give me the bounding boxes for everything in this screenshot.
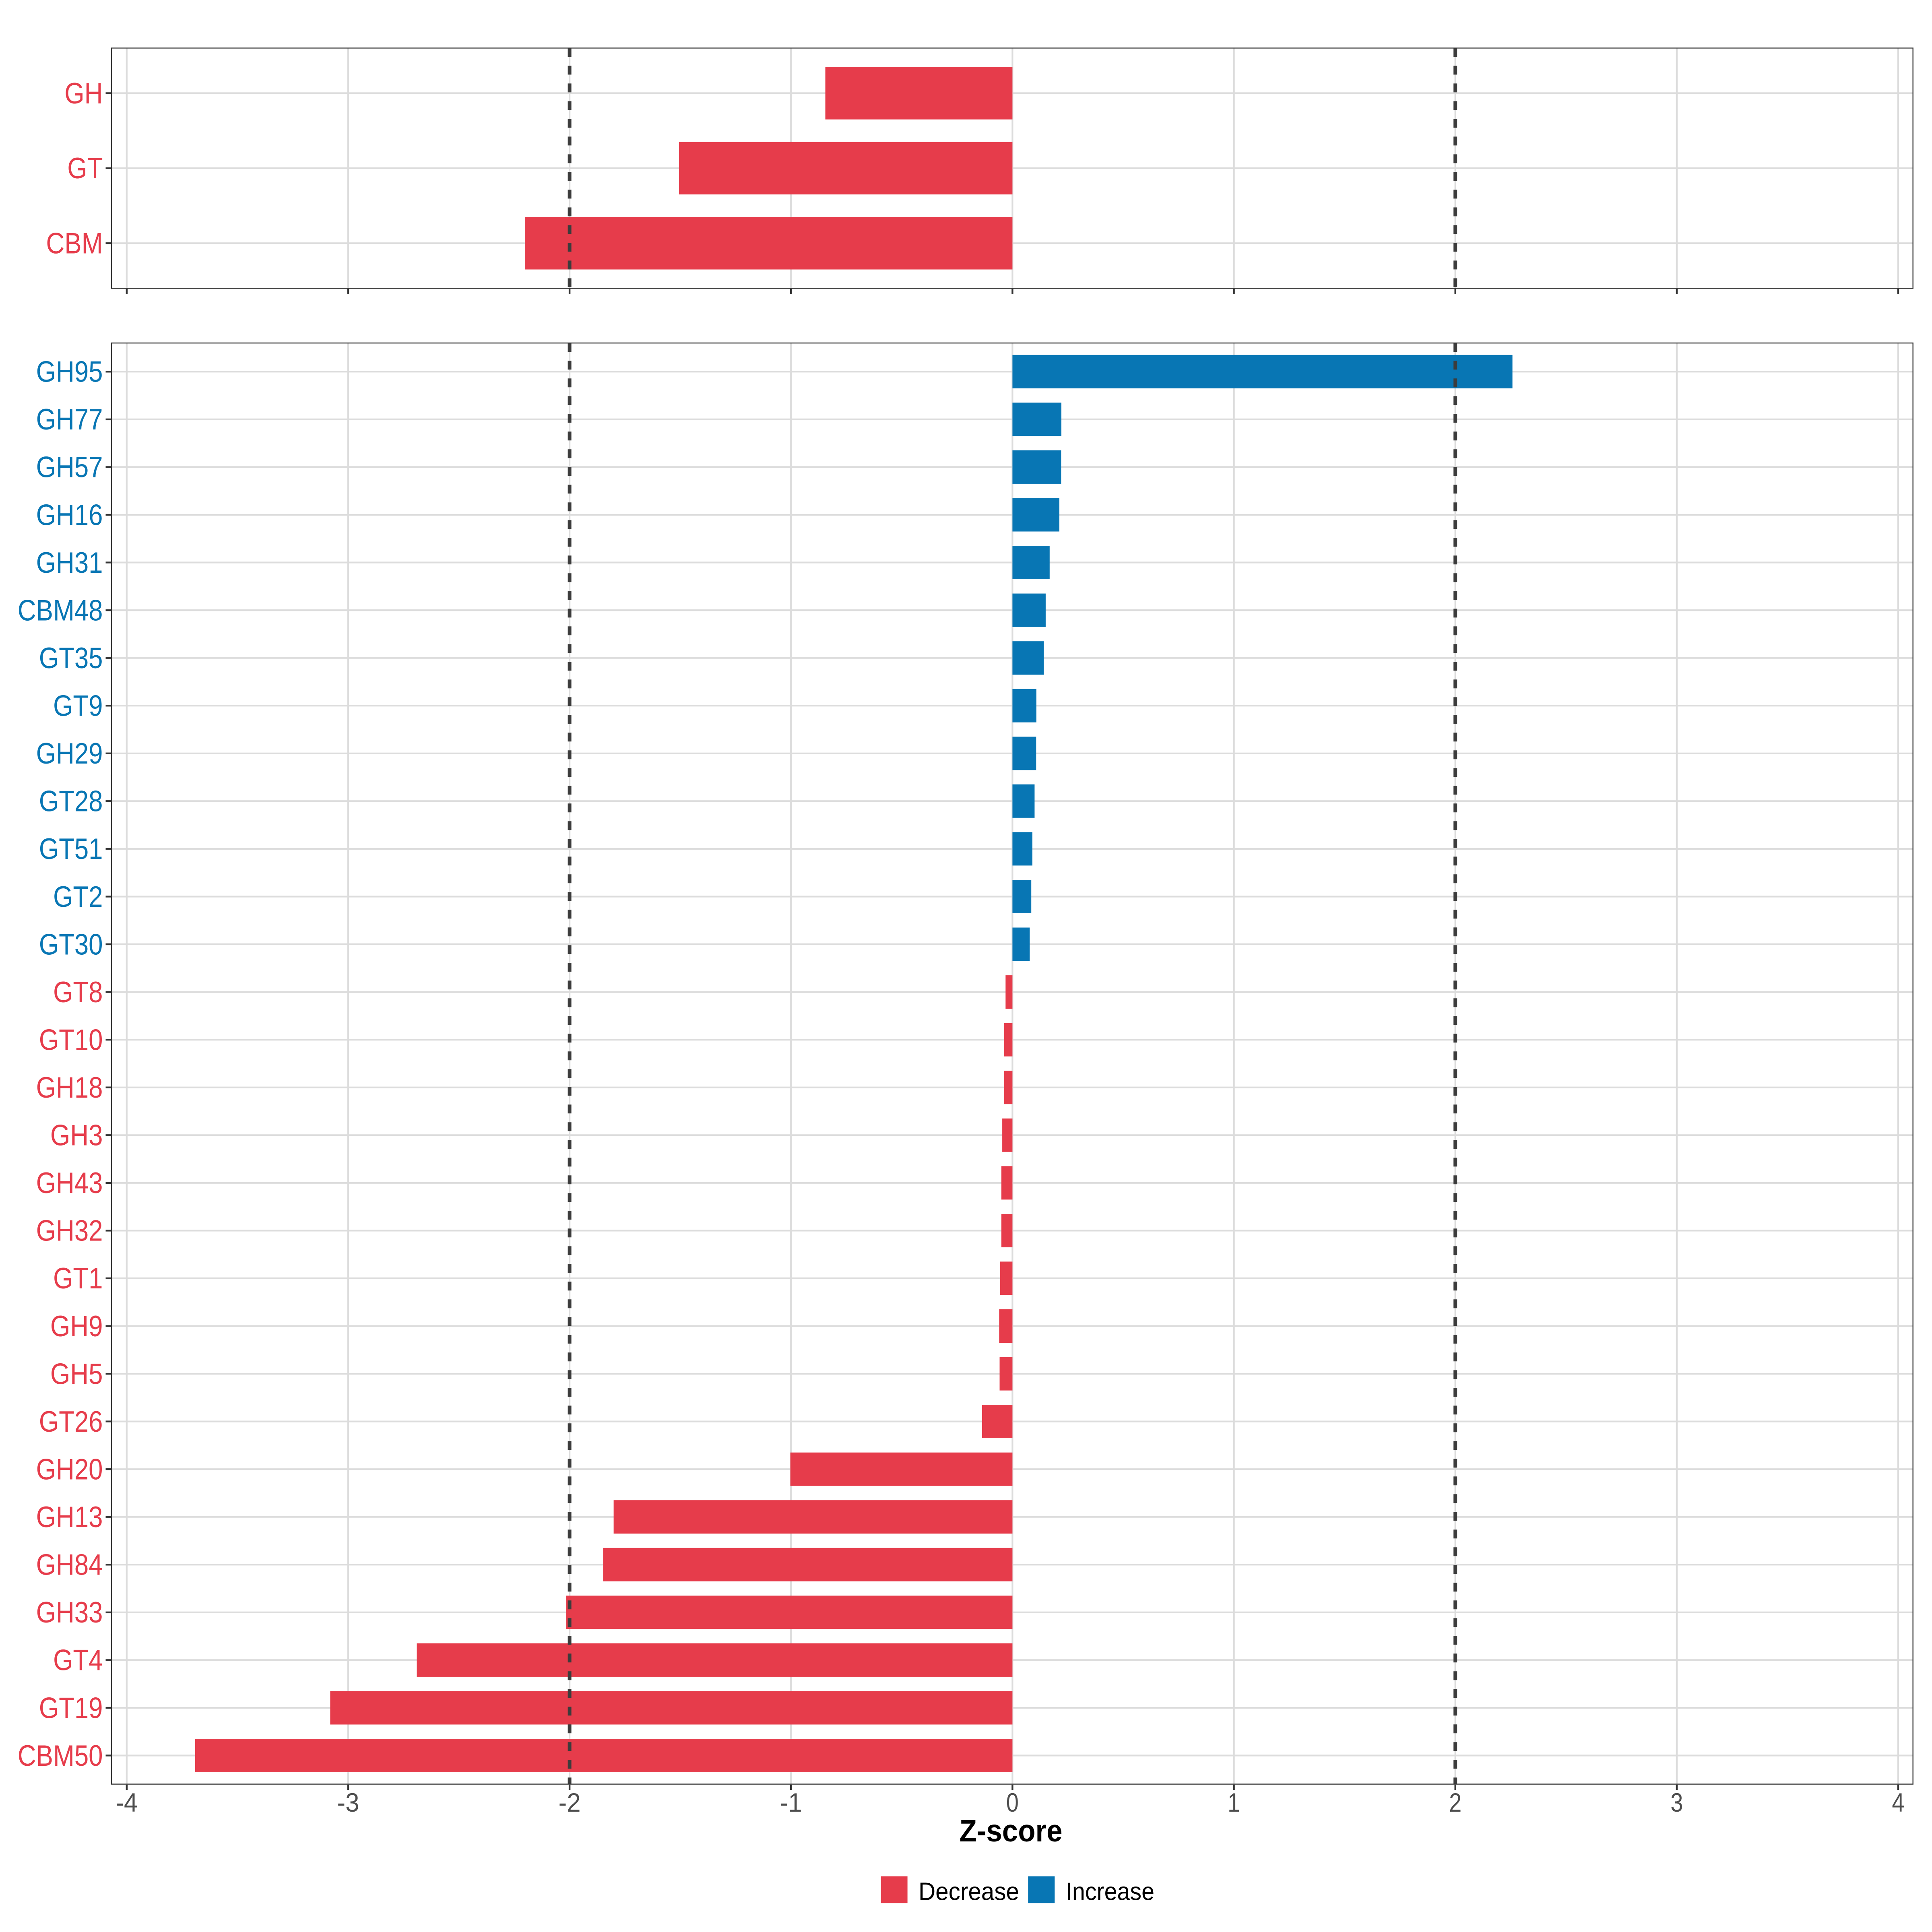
svg-text:Increase: Increase [1066, 1878, 1154, 1905]
svg-text:CBM48: CBM48 [18, 594, 103, 627]
svg-text:-3: -3 [337, 1788, 359, 1817]
svg-text:GT1: GT1 [53, 1262, 103, 1295]
svg-text:GH9: GH9 [50, 1310, 103, 1343]
svg-text:GH5: GH5 [50, 1358, 103, 1390]
svg-text:GH31: GH31 [36, 547, 103, 579]
svg-text:GT9: GT9 [53, 690, 103, 722]
svg-text:-4: -4 [116, 1788, 138, 1817]
svg-text:GH95: GH95 [36, 356, 103, 388]
svg-text:0: 0 [1006, 1788, 1019, 1817]
svg-text:CBM50: CBM50 [18, 1740, 103, 1772]
svg-text:GT: GT [67, 152, 103, 185]
svg-text:GH20: GH20 [36, 1453, 103, 1486]
svg-text:2: 2 [1449, 1788, 1461, 1817]
svg-text:GH84: GH84 [36, 1549, 103, 1581]
svg-text:GH13: GH13 [36, 1501, 103, 1534]
svg-text:GT28: GT28 [39, 785, 103, 818]
svg-text:GT8: GT8 [53, 976, 103, 1009]
svg-text:Z-score: Z-score [960, 1814, 1063, 1848]
svg-text:GH: GH [64, 77, 103, 110]
svg-text:CBM: CBM [46, 227, 103, 260]
svg-text:GH3: GH3 [50, 1119, 103, 1152]
svg-text:-1: -1 [780, 1788, 802, 1817]
svg-text:GH43: GH43 [36, 1167, 103, 1199]
svg-text:GT19: GT19 [39, 1692, 103, 1724]
svg-text:GT26: GT26 [39, 1406, 103, 1438]
svg-text:GH33: GH33 [36, 1596, 103, 1629]
svg-text:GT51: GT51 [39, 833, 103, 865]
svg-text:1: 1 [1228, 1788, 1240, 1817]
svg-text:GH32: GH32 [36, 1215, 103, 1247]
svg-text:GH16: GH16 [36, 499, 103, 531]
svg-text:4: 4 [1892, 1788, 1904, 1817]
svg-text:3: 3 [1670, 1788, 1683, 1817]
svg-text:-2: -2 [559, 1788, 581, 1817]
svg-text:GT4: GT4 [53, 1644, 103, 1677]
svg-text:GT10: GT10 [39, 1024, 103, 1056]
svg-text:GH57: GH57 [36, 451, 103, 484]
svg-text:GH29: GH29 [36, 737, 103, 770]
svg-text:GT30: GT30 [39, 928, 103, 961]
svg-text:Decrease: Decrease [919, 1878, 1019, 1905]
svg-text:GH18: GH18 [36, 1071, 103, 1104]
svg-text:GH77: GH77 [36, 403, 103, 436]
svg-text:GT35: GT35 [39, 642, 103, 675]
svg-text:GT2: GT2 [53, 881, 103, 913]
